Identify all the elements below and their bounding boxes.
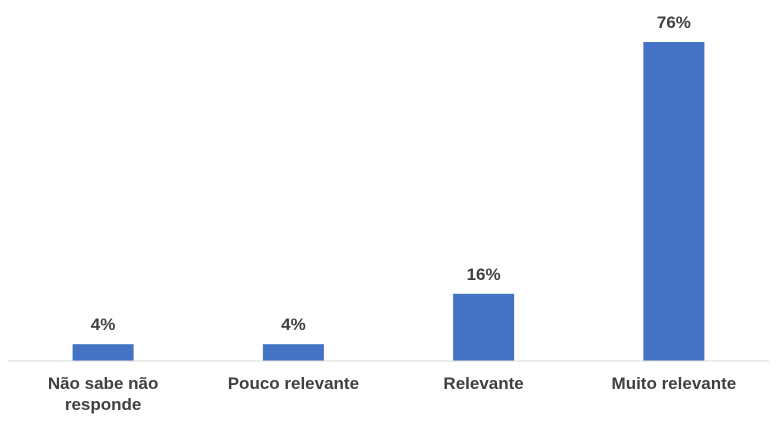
value-label-2: 4% <box>281 315 306 334</box>
category-label-4: Muito relevante <box>611 374 737 393</box>
bars-group <box>72 42 705 361</box>
category-label-1: Não sabe não responde <box>47 374 159 414</box>
category-label-3: Relevante <box>443 374 524 393</box>
bar-1 <box>72 344 134 361</box>
value-label-4: 76% <box>657 13 691 32</box>
bar-3 <box>453 293 515 361</box>
value-labels-group: 4% 4% 16% 76% <box>91 13 691 334</box>
category-label-2: Pouco relevante <box>227 374 360 393</box>
bar-2 <box>262 344 324 361</box>
bar-4 <box>643 42 705 361</box>
value-label-1: 4% <box>91 315 116 334</box>
value-label-3: 16% <box>467 265 501 284</box>
